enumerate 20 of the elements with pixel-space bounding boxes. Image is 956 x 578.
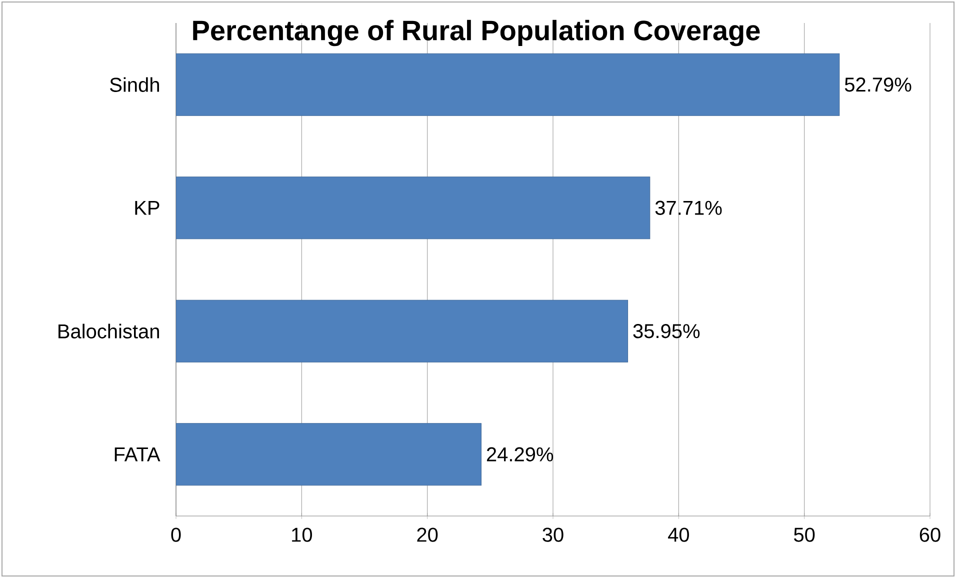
y-tick-label: Sindh <box>110 77 159 92</box>
data-label: 37.71% <box>655 200 722 215</box>
chart-title: Percentange of Rural Population Coverage <box>193 20 760 46</box>
y-tick-label: Balochistan <box>58 324 159 338</box>
data-label: 52.79% <box>844 78 912 92</box>
data-label: 24.29% <box>486 447 554 462</box>
x-tick-label: 40 <box>668 528 689 542</box>
x-tick-label: 0 <box>171 528 181 542</box>
bar <box>176 53 840 116</box>
x-tick-label: 10 <box>292 528 312 542</box>
bar <box>176 300 628 362</box>
y-tick-label: KP <box>135 200 160 215</box>
bar <box>176 423 482 486</box>
x-tick-label: 30 <box>542 528 564 542</box>
x-tick-label: 20 <box>417 528 438 542</box>
x-tick-label: 50 <box>794 528 815 542</box>
data-label: 35.95% <box>633 324 700 338</box>
x-tick-label: 60 <box>920 528 940 542</box>
bar <box>176 176 650 240</box>
y-tick-label: FATA <box>114 447 160 462</box>
